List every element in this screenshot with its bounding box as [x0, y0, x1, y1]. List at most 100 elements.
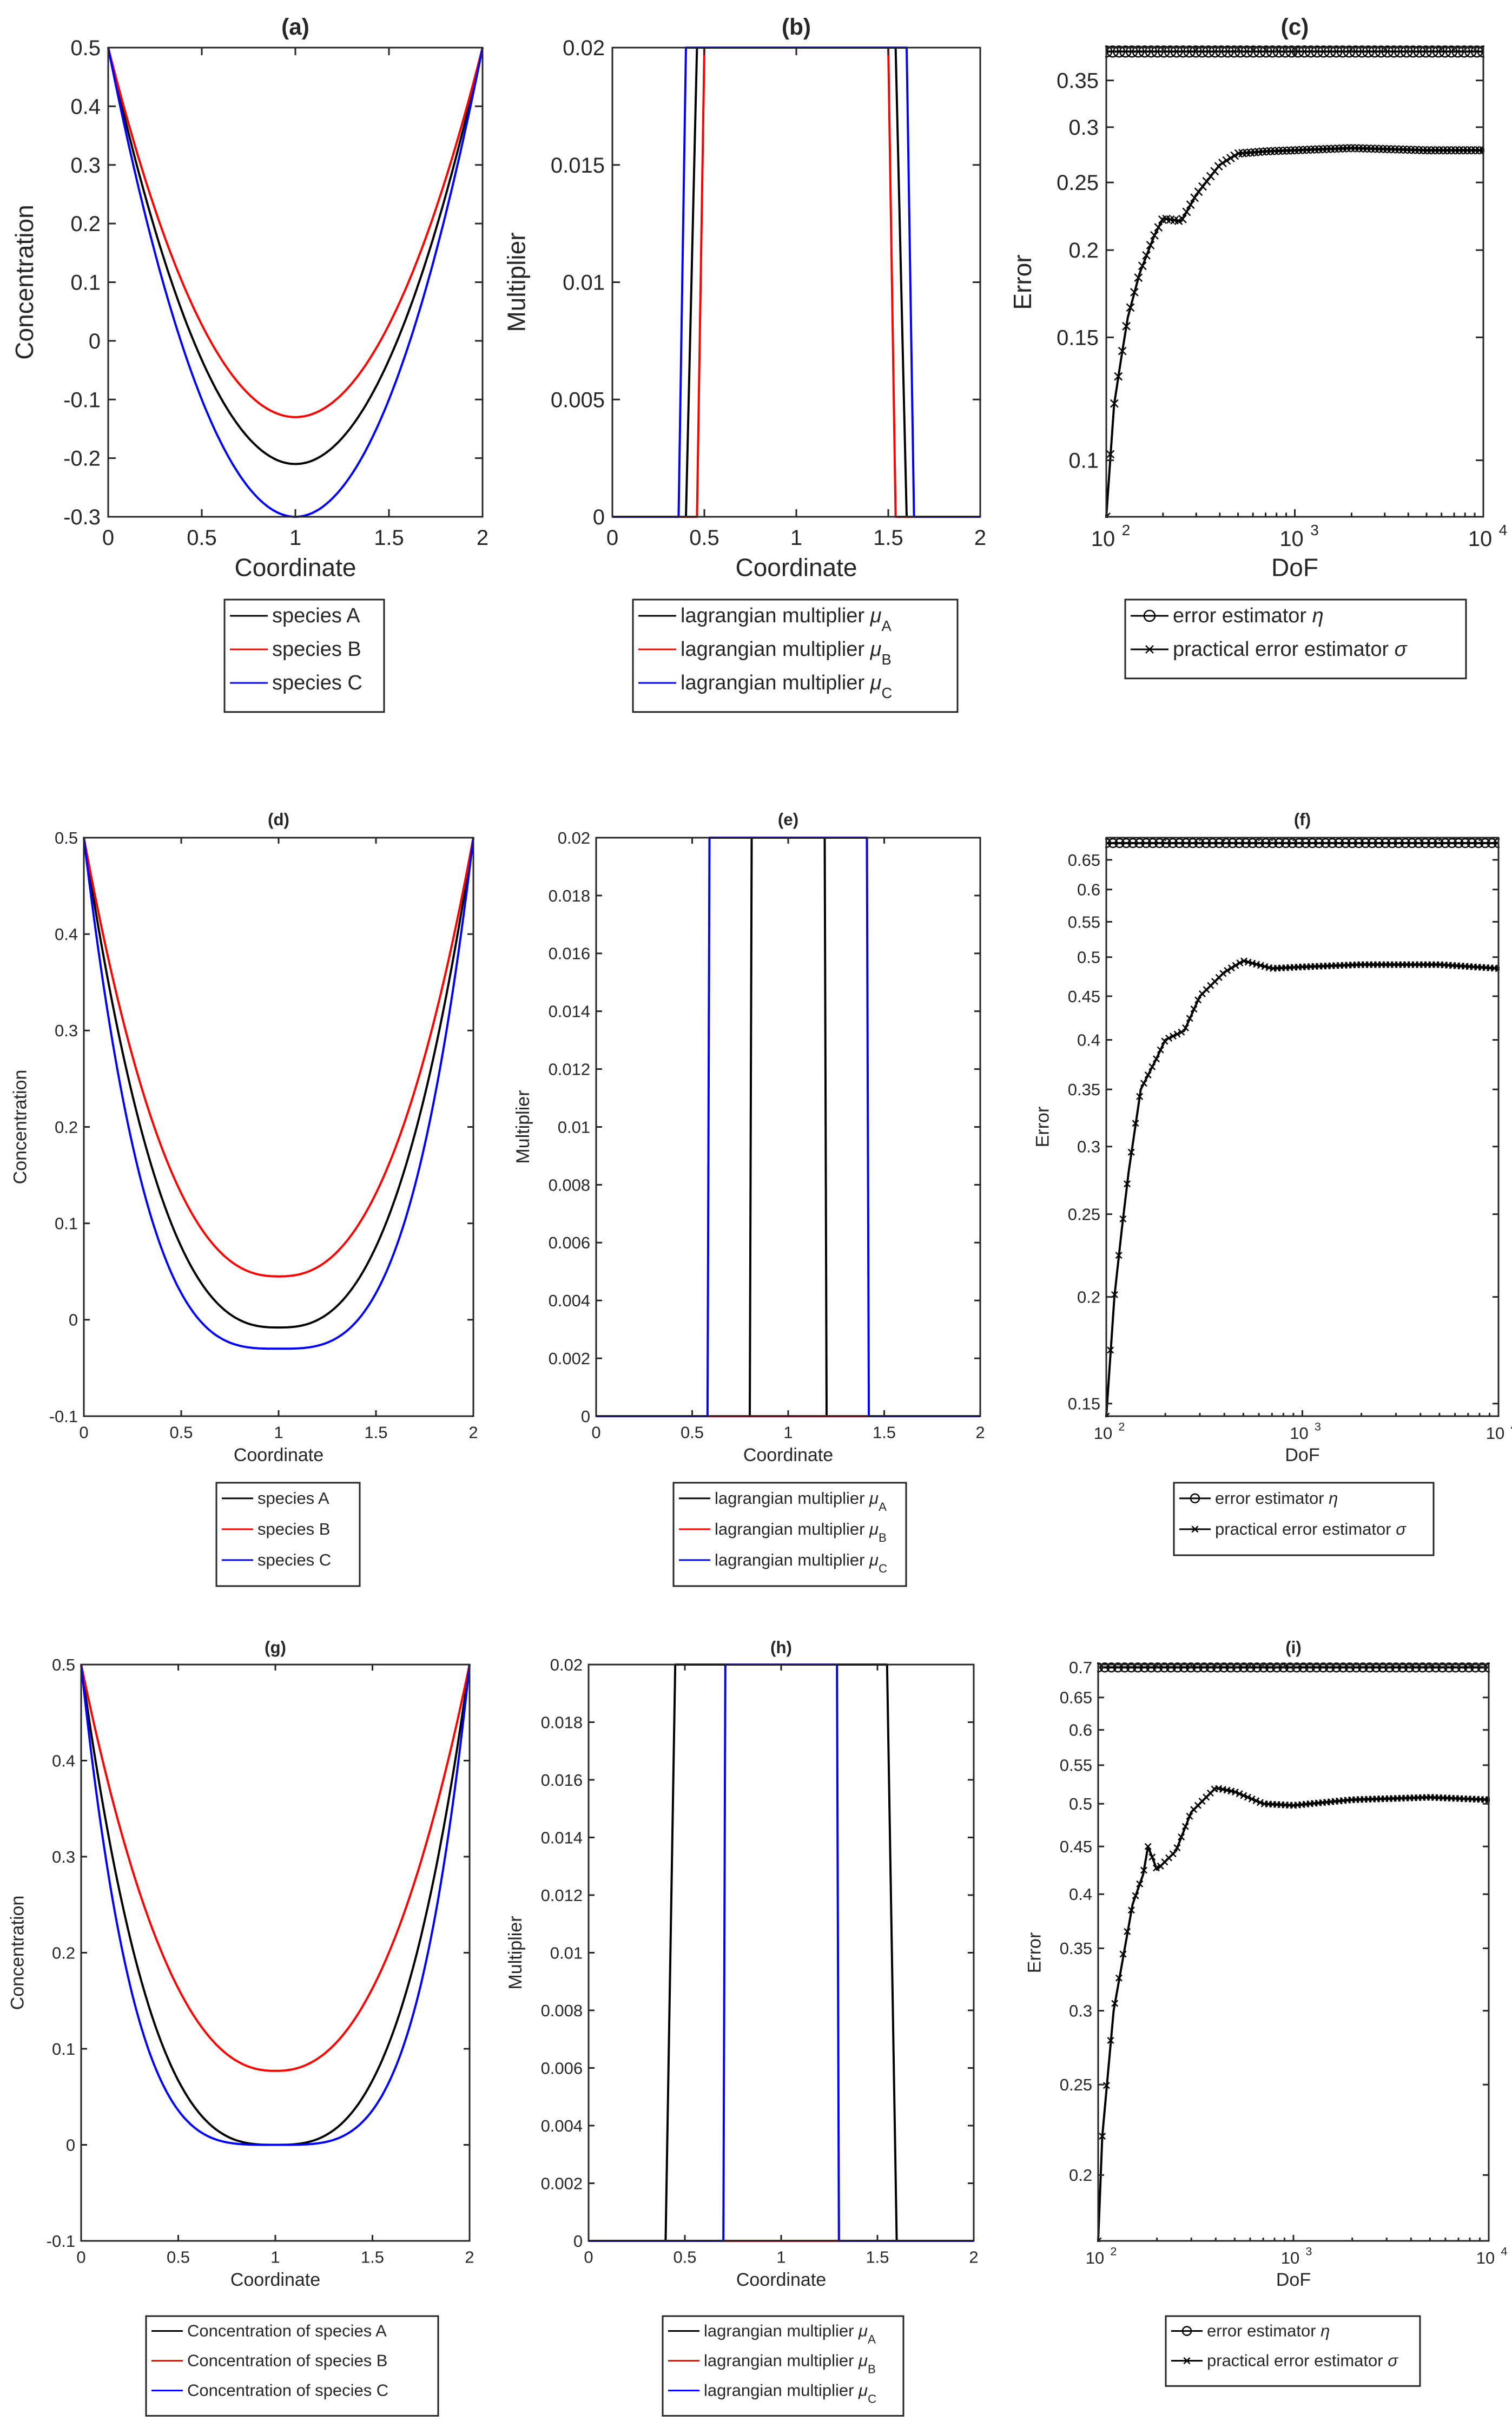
marker-cross: [1111, 1291, 1118, 1298]
x-tick-label: 0: [79, 1423, 88, 1442]
marker-circle: [1121, 838, 1132, 849]
y-tick-label: 0.25: [1068, 1205, 1100, 1224]
marker-circle: [1397, 1662, 1408, 1673]
y-tick-label: 0.01: [563, 271, 605, 295]
chart-title: (h): [770, 1638, 792, 1657]
marker-cross: [1165, 1034, 1173, 1042]
marker-circle: [1119, 45, 1132, 58]
marker-cross: [1110, 399, 1119, 408]
y-tick-label: 0.01: [558, 1117, 590, 1136]
y-tick-label: 0.6: [1077, 880, 1100, 899]
marker-cross: [1438, 146, 1448, 155]
y-axis-label: Error: [1008, 254, 1036, 310]
marker-circle: [1374, 838, 1384, 849]
marker-circle: [1201, 838, 1211, 849]
marker-cross: [1127, 1906, 1135, 1914]
legend-box: [1173, 1482, 1435, 1556]
panel-e: 0 0.5 1 1.5 2 0 0.002 0.004 0.006 0.008 0.01 0.012 0…: [513, 810, 985, 1587]
marker-cross: [1178, 214, 1187, 223]
legend-entry: error estimator η: [1215, 1489, 1338, 1508]
series-line-3: [596, 837, 980, 1417]
marker-cross: [1140, 1866, 1147, 1874]
x-tick-label: 1: [274, 1423, 283, 1442]
legend-box: [215, 1482, 361, 1587]
marker-cross: [1455, 146, 1464, 155]
y-tick-label: 0: [69, 1311, 78, 1330]
marker-cross: [1181, 1823, 1189, 1830]
x-tick-label: 1: [790, 526, 802, 550]
x-axis-label: DoF: [1276, 2270, 1311, 2290]
marker-cross: [1475, 146, 1484, 155]
marker-cross: [1218, 159, 1227, 168]
marker-cross: [1150, 231, 1159, 240]
marker-cross: [1257, 962, 1264, 969]
y-tick-label: 0: [581, 1407, 590, 1426]
marker-circle: [1384, 1662, 1395, 1673]
marker-circle: [1114, 838, 1125, 849]
marker-cross: [1252, 1797, 1260, 1805]
panel-h: 0 0.5 1 1.5 2 0 0.002 0.004 0.006 0.008 0.01 0.012 0…: [505, 1638, 979, 2417]
x-tick-label: 1: [270, 2247, 280, 2266]
x-tick-label: 10: [1086, 2248, 1104, 2267]
chart-title: (f): [1294, 810, 1311, 829]
y-tick-label: 0: [89, 330, 101, 353]
y-tick-label: 0.25: [1060, 2075, 1092, 2094]
marker-cross: [1222, 156, 1231, 165]
legend-entry: practical error estimator σ: [1173, 638, 1408, 661]
marker-cross: [1198, 182, 1207, 191]
y-tick-label: 0.25: [1057, 171, 1099, 195]
marker-circle: [1311, 1662, 1322, 1673]
x-tick-label: 1.5: [364, 1423, 387, 1442]
marker-circle: [1400, 838, 1411, 849]
marker-circle: [1219, 1662, 1229, 1673]
marker-circle: [1391, 1662, 1401, 1673]
marker-cross: [1102, 2082, 1110, 2089]
marker-circle: [1317, 45, 1330, 58]
legend-entry: lagrangian multiplier μB: [704, 2351, 876, 2376]
marker-circle: [1440, 838, 1450, 849]
y-tick-label: 0.1: [52, 2040, 75, 2059]
marker-circle: [1298, 45, 1311, 58]
x-tick-label: 0: [591, 1423, 600, 1442]
y-tick-label: 0.55: [1068, 912, 1100, 931]
marker-circle: [1141, 838, 1151, 849]
legend-entry: lagrangian multiplier μA: [681, 604, 892, 634]
marker-cross: [1136, 1880, 1144, 1888]
panel-i: 10 2 10 3 10 4 0.2 0.25 0.3 0.35 0.4 0.45 0.5 0.55 0.6…: [1024, 1638, 1507, 2387]
marker-circle: [1450, 1662, 1461, 1673]
marker-circle: [1274, 838, 1284, 849]
marker-cross: [1240, 1792, 1247, 1799]
x-tick-label: 1: [776, 2247, 785, 2266]
marker-cross: [1146, 241, 1155, 249]
legend-entry: species C: [257, 1550, 331, 1569]
marker-cross: [1224, 966, 1231, 974]
marker-circle: [1419, 45, 1432, 58]
marker-circle: [1278, 1662, 1289, 1673]
marker-circle: [1202, 45, 1215, 58]
x-tick-exponent: 2: [1118, 1419, 1125, 1433]
x-axis-label: Coordinate: [735, 554, 857, 582]
x-tick-label: 0: [76, 2247, 85, 2266]
y-axis-label: Error: [1032, 1107, 1053, 1148]
marker-cross: [1231, 1788, 1239, 1796]
marker-circle: [1127, 838, 1138, 849]
y-tick-label: 0.02: [558, 828, 590, 847]
marker-circle: [1272, 1662, 1282, 1673]
y-tick-label: 0.7: [1069, 1658, 1092, 1677]
marker-circle: [1336, 45, 1349, 58]
marker-circle: [1353, 838, 1364, 849]
marker-circle: [1154, 838, 1165, 849]
y-tick-label: -0.1: [49, 1407, 78, 1426]
marker-cross: [1124, 1180, 1131, 1188]
marker-circle: [1183, 45, 1196, 58]
y-tick-label: 0.4: [1077, 1030, 1100, 1049]
marker-circle: [1400, 45, 1413, 58]
marker-circle: [1187, 838, 1198, 849]
x-tick-label: 1.5: [866, 2247, 889, 2266]
axes-box: [587, 1663, 975, 2242]
marker-cross: [1226, 154, 1235, 162]
marker-circle: [1279, 45, 1292, 58]
marker-circle: [1445, 45, 1458, 58]
legend: lagrangian multiplier μA lagrangian multi…: [662, 2315, 904, 2417]
marker-circle: [1234, 838, 1245, 849]
